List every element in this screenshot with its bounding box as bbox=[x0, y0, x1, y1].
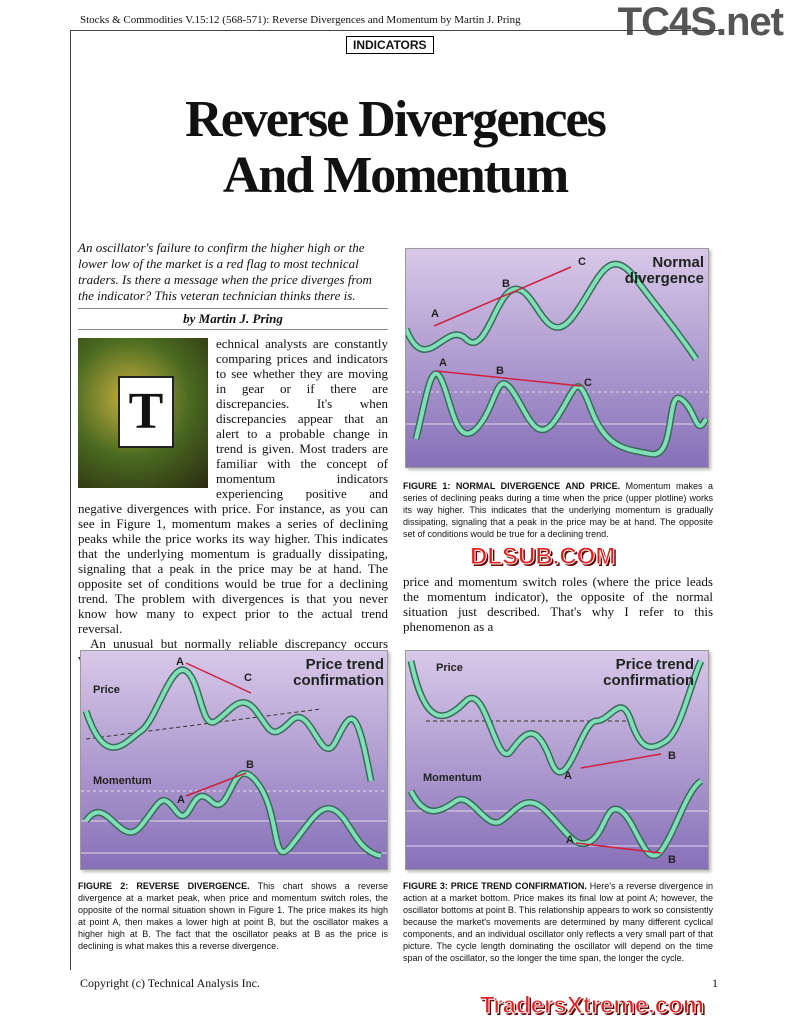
series-label: Price bbox=[93, 684, 120, 696]
series-label: Momentum bbox=[93, 775, 152, 787]
figure-2-chart: Price Momentum A C B A Price trend confi… bbox=[80, 650, 388, 870]
caption-head: FIGURE 1: NORMAL DIVERGENCE AND PRICE. bbox=[403, 481, 621, 491]
caption-text: Momentum makes a series of declining pea… bbox=[403, 481, 713, 539]
point-label: C bbox=[244, 672, 252, 684]
body-paragraph: T echnical analysts are constantly compa… bbox=[78, 336, 388, 636]
point-label: C bbox=[584, 377, 592, 389]
point-label: B bbox=[246, 759, 254, 771]
momentum-line-highlight bbox=[84, 771, 382, 858]
divider bbox=[70, 30, 720, 31]
watermark: DLSUB.COM bbox=[469, 543, 616, 571]
price-line-highlight bbox=[84, 667, 373, 782]
body-text: with price. For instance, as you can see… bbox=[78, 501, 388, 636]
trend-arrow bbox=[433, 266, 572, 327]
figure-3-caption: FIGURE 3: PRICE TREND CONFIRMATION. Here… bbox=[403, 880, 713, 964]
point-label: A bbox=[177, 794, 185, 806]
intro-deck: An oscillator's failure to confirm the h… bbox=[78, 240, 372, 303]
logo-watermark-bottom: TradersXtreme.com bbox=[479, 992, 705, 1020]
point-label: A bbox=[431, 308, 439, 320]
series-label: Price bbox=[436, 662, 463, 674]
point-label: A bbox=[564, 770, 572, 782]
figure-title: Price trend confirmation bbox=[293, 657, 384, 689]
figure-1-caption: FIGURE 1: NORMAL DIVERGENCE AND PRICE. M… bbox=[403, 480, 713, 540]
divider bbox=[70, 30, 71, 970]
trend-arrow bbox=[575, 842, 662, 854]
dropcap: T bbox=[118, 376, 174, 448]
point-label: B bbox=[502, 278, 510, 290]
point-label: B bbox=[668, 750, 676, 762]
section-badge: INDICATORS bbox=[346, 36, 434, 54]
trend-arrow bbox=[185, 662, 252, 694]
series-label: Momentum bbox=[423, 772, 482, 784]
momentum-line-highlight bbox=[414, 371, 708, 457]
caption-head: FIGURE 2: REVERSE DIVERGENCE. bbox=[78, 881, 250, 891]
point-label: A bbox=[176, 656, 184, 668]
title-line: And Momentum bbox=[222, 147, 569, 204]
trend-arrow bbox=[435, 370, 582, 387]
point-label: A bbox=[566, 834, 574, 846]
article-title: Reverse Divergences And Momentum bbox=[80, 92, 710, 204]
trend-arrow bbox=[185, 772, 247, 797]
momentum-line-highlight bbox=[409, 779, 703, 858]
page-number: 1 bbox=[712, 976, 718, 990]
point-label: A bbox=[439, 357, 447, 369]
caption-text: Here's a reverse divergence in action at… bbox=[403, 881, 713, 963]
point-label: B bbox=[496, 365, 504, 377]
price-line-highlight bbox=[409, 660, 703, 774]
dropcap-illustration: T bbox=[78, 338, 208, 488]
figure-3-chart: Price Momentum B A A B Price trend confi… bbox=[405, 650, 709, 870]
caption-text: This chart shows a reverse divergence at… bbox=[78, 881, 388, 951]
trend-arrow bbox=[580, 753, 662, 769]
trend-line bbox=[85, 708, 322, 740]
body-text: echnical analysts are constantly compari… bbox=[78, 336, 388, 516]
byline: by Martin J. Pring bbox=[78, 308, 388, 330]
caption-head: FIGURE 3: PRICE TREND CONFIRMATION. bbox=[403, 881, 587, 891]
momentum-line bbox=[407, 778, 704, 859]
point-label: C bbox=[578, 256, 586, 268]
logo-watermark-top: TC4S.net bbox=[617, 0, 784, 44]
copyright: Copyright (c) Technical Analysis Inc. bbox=[80, 976, 260, 990]
price-line-highlight bbox=[406, 262, 698, 361]
point-label: B bbox=[668, 854, 676, 866]
figure-title: Normal divergence bbox=[624, 255, 704, 287]
figure-1-chart: A B C A B C Normal divergence bbox=[405, 248, 709, 468]
title-line: Reverse Divergences bbox=[185, 91, 607, 148]
running-head: Stocks & Commodities V.15:12 (568-571): … bbox=[80, 14, 521, 26]
body-paragraph: price and momentum switch roles (where t… bbox=[403, 574, 713, 634]
figure-2-caption: FIGURE 2: REVERSE DIVERGENCE. This chart… bbox=[78, 880, 388, 952]
figure-title: Price trend confirmation bbox=[603, 657, 694, 689]
left-column: An oscillator's failure to confirm the h… bbox=[78, 240, 388, 666]
